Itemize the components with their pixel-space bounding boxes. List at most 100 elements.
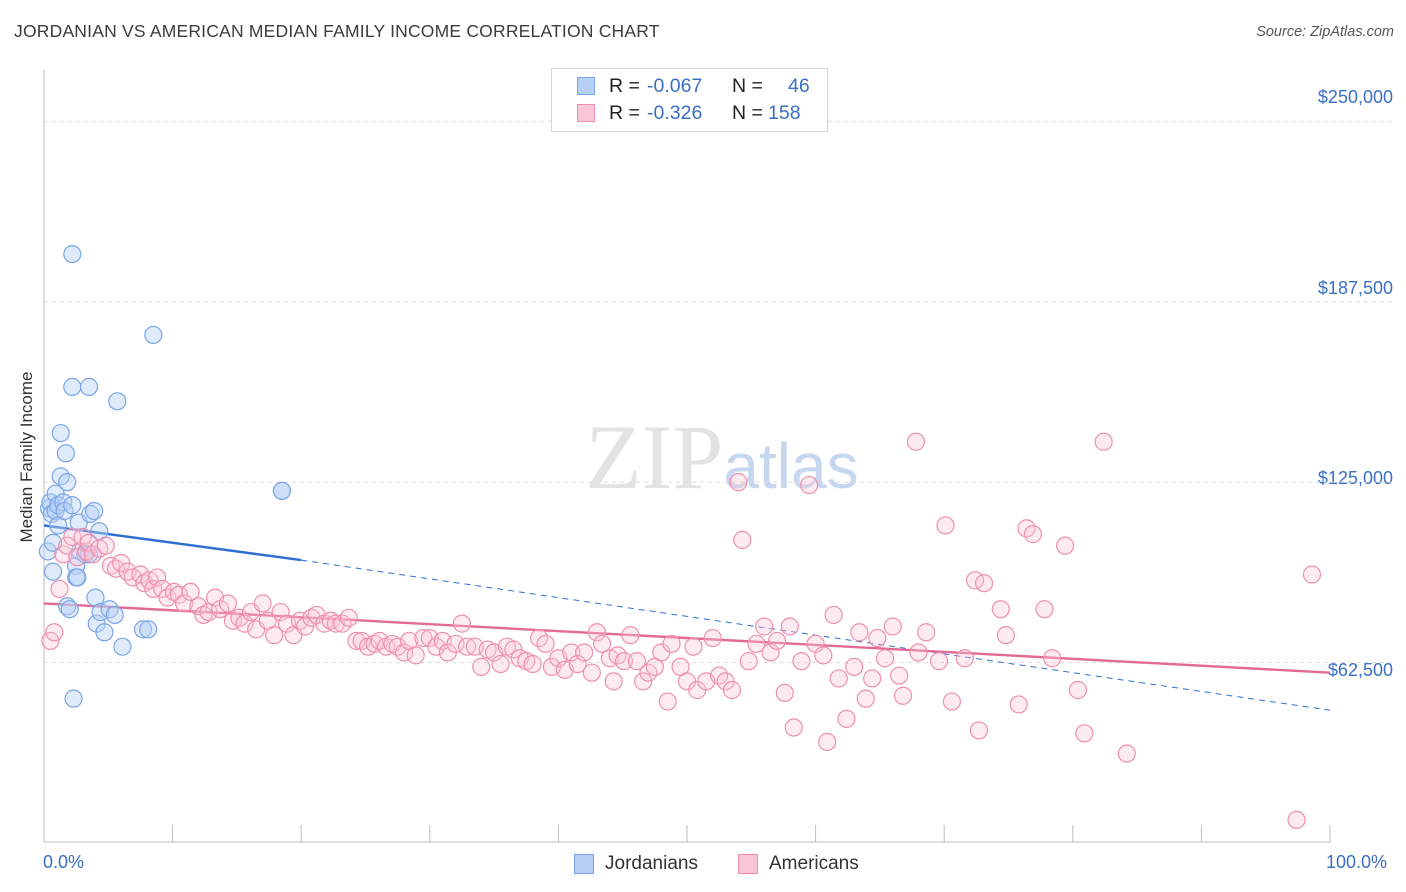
american-point bbox=[68, 548, 87, 567]
jordanian-point bbox=[68, 568, 87, 587]
american-point bbox=[955, 649, 974, 668]
y-tick-label: $125,000 bbox=[1317, 468, 1393, 488]
american-point bbox=[991, 600, 1010, 619]
jordanian-point bbox=[144, 325, 163, 345]
american-point bbox=[929, 652, 949, 671]
american-point bbox=[775, 683, 794, 702]
watermark-zip: ZIP bbox=[585, 406, 723, 508]
american-point bbox=[562, 643, 581, 662]
american-point bbox=[536, 634, 555, 653]
n-label: N = bbox=[732, 102, 763, 124]
american-point bbox=[863, 669, 882, 688]
american-point bbox=[868, 628, 887, 648]
american-point bbox=[883, 617, 902, 636]
series-american bbox=[41, 432, 1322, 830]
american-point bbox=[175, 594, 194, 613]
jordanian-point bbox=[63, 496, 82, 515]
american-point bbox=[722, 680, 742, 700]
american-point bbox=[739, 652, 758, 671]
american-point bbox=[106, 559, 126, 578]
american-point bbox=[1043, 649, 1062, 668]
jordanian-point bbox=[38, 542, 57, 561]
data-points bbox=[38, 244, 1322, 830]
americans-swatch bbox=[577, 104, 595, 122]
american-point bbox=[996, 626, 1016, 645]
jordanian-point bbox=[95, 623, 114, 642]
american-point bbox=[917, 623, 936, 642]
american-point bbox=[729, 473, 748, 492]
american-point bbox=[621, 626, 640, 645]
y-tick-label: $62,500 bbox=[1327, 660, 1393, 680]
american-point bbox=[1009, 695, 1028, 714]
american-point bbox=[54, 545, 73, 564]
x-tick-label: 100.0% bbox=[1326, 852, 1388, 872]
american-point bbox=[604, 672, 623, 691]
american-point bbox=[662, 634, 681, 653]
american-point bbox=[41, 631, 60, 651]
stats-box: R = -0.067 N = 46 R = -0.326 N = 158 bbox=[551, 68, 828, 132]
source-label: Source: ZipAtlas.com bbox=[1256, 24, 1394, 40]
american-point bbox=[784, 718, 803, 737]
jordanian-point bbox=[100, 600, 119, 619]
american-point bbox=[414, 628, 433, 648]
american-point bbox=[153, 579, 172, 599]
american-point bbox=[755, 617, 774, 636]
american-point bbox=[365, 634, 384, 653]
axes bbox=[43, 70, 1331, 843]
american-point bbox=[800, 475, 819, 495]
jordanian-point bbox=[51, 423, 70, 443]
american-point bbox=[230, 608, 249, 627]
jordanian-point bbox=[272, 481, 292, 500]
american-point bbox=[974, 574, 994, 593]
r-label: R = bbox=[609, 75, 640, 97]
american-point bbox=[1302, 565, 1322, 584]
legend-swatch-americans bbox=[738, 854, 758, 874]
american-point bbox=[824, 605, 843, 625]
american-point bbox=[1117, 744, 1136, 763]
jordanian-point bbox=[63, 244, 82, 264]
american-point bbox=[850, 623, 869, 642]
american-point bbox=[45, 623, 64, 642]
american-point bbox=[1035, 600, 1054, 619]
american-point bbox=[253, 594, 272, 613]
jordanian-point bbox=[86, 588, 105, 607]
american-point bbox=[780, 617, 799, 636]
american-point bbox=[575, 643, 594, 662]
stats-row-americans: R = -0.326 N = 158 bbox=[552, 100, 827, 127]
american-point bbox=[347, 631, 366, 651]
american-point bbox=[339, 608, 358, 627]
american-point bbox=[936, 516, 955, 535]
american-point bbox=[1068, 680, 1088, 700]
american-point bbox=[634, 672, 653, 691]
american-point bbox=[684, 637, 703, 656]
american-point bbox=[582, 663, 601, 682]
x-tick-label: 0.0% bbox=[43, 852, 85, 872]
american-point bbox=[1055, 536, 1075, 555]
jordanian-point bbox=[113, 637, 132, 656]
american-point bbox=[101, 556, 120, 575]
jordanian-point bbox=[105, 605, 124, 625]
american-point bbox=[942, 692, 962, 711]
chart-title: JORDANIAN VS AMERICAN MEDIAN FAMILY INCO… bbox=[14, 21, 660, 41]
american-point bbox=[194, 605, 213, 625]
american-point bbox=[703, 628, 722, 648]
grid-lines bbox=[44, 120, 1395, 664]
american-point bbox=[96, 536, 115, 555]
american-point bbox=[614, 652, 634, 671]
jordanian-point bbox=[56, 444, 75, 463]
american-point bbox=[457, 637, 477, 656]
american-point bbox=[568, 654, 587, 674]
american-point bbox=[58, 536, 77, 555]
american-point bbox=[446, 634, 465, 653]
american-point bbox=[321, 611, 340, 630]
jordanian-point bbox=[43, 562, 63, 581]
american-point bbox=[890, 666, 909, 685]
american-point bbox=[658, 692, 677, 711]
american-point bbox=[271, 602, 290, 622]
american-point bbox=[1023, 525, 1043, 544]
american-point bbox=[63, 527, 82, 547]
r-value: -0.067 bbox=[647, 75, 703, 97]
american-point bbox=[593, 634, 612, 653]
american-point bbox=[829, 669, 848, 688]
